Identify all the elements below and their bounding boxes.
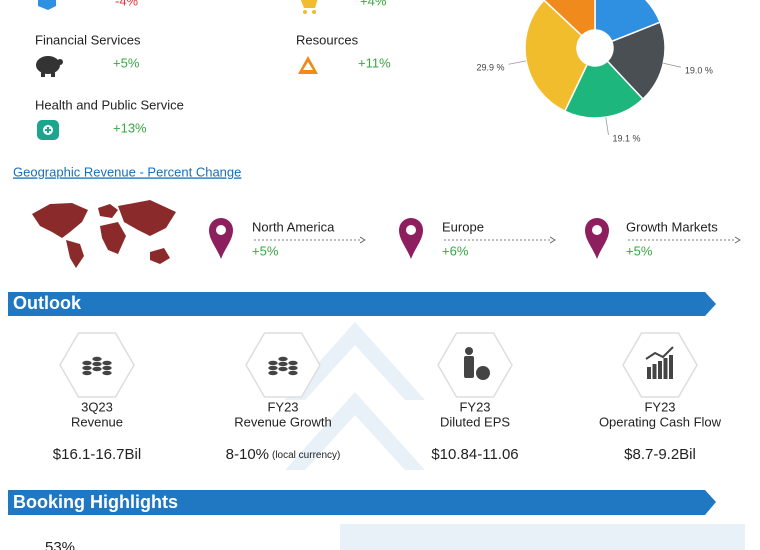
outlook-value-main: 8-10% [226, 446, 269, 463]
industry-name: Health and Public Service [35, 97, 184, 112]
regions: North America +5% Europe +6% Growth Markets +… [209, 218, 741, 259]
industry-change: +13% [113, 120, 147, 135]
coin-icon [91, 361, 103, 367]
banner [8, 490, 716, 515]
industry-name: Resources [296, 32, 359, 47]
banner [8, 292, 716, 316]
coin-icon [101, 370, 113, 376]
coin-icon [277, 361, 289, 367]
coin-icon [287, 360, 299, 366]
pie-label: 19.1 % [612, 133, 640, 143]
pin [399, 218, 423, 259]
person-icon [465, 347, 473, 355]
pie-slice [594, 0, 662, 43]
leader-line [663, 62, 681, 68]
pin-hole [216, 225, 226, 235]
coin-icon [101, 360, 113, 366]
region-name: North America [252, 219, 335, 234]
coin-icon [277, 366, 289, 372]
outlook-period: FY23 [267, 399, 298, 414]
industry-name: Financial Services [35, 32, 141, 47]
arrow-head [549, 236, 556, 244]
coin-icon [81, 370, 93, 376]
coin-icon [267, 365, 279, 371]
leader-line [508, 60, 527, 65]
leader-line [605, 117, 609, 136]
watermark [285, 322, 425, 470]
pie-slice [524, 0, 589, 113]
pie-label: 19.0 % [685, 66, 713, 76]
coin-icon [287, 370, 299, 376]
arrow-head [734, 236, 741, 244]
trend-icon [645, 346, 674, 360]
region-name: Europe [442, 219, 484, 234]
outlook-metric: Revenue Growth [234, 414, 332, 429]
industry-icons [36, 0, 318, 140]
outlook-period: FY23 [459, 399, 490, 414]
revenue-pie: 19.0 % 19.1 % 29.9 % [476, 0, 713, 143]
industry-change: +11% [358, 55, 391, 70]
coin-icon [91, 356, 103, 362]
industry-change: -4% [115, 0, 139, 8]
coin-icon [81, 365, 93, 371]
bar-icon [669, 355, 673, 379]
pie-label: 29.9 % [476, 63, 504, 73]
pie-slice [606, 21, 666, 101]
pin-hole [406, 225, 416, 235]
coin-icon [101, 365, 113, 371]
outlook-value: $16.1-16.7Bil [53, 446, 141, 463]
bar-icon [652, 364, 657, 379]
banner-title: Booking Highlights [13, 492, 178, 512]
coin-icon [267, 360, 279, 366]
booking-panel [340, 524, 745, 550]
coin-icon [277, 356, 289, 362]
outlook-note: (local currency) [272, 450, 340, 461]
coin-icon [287, 365, 299, 371]
coin-icon [81, 360, 93, 366]
region-name: Growth Markets [626, 219, 718, 234]
outlook-value: $8.7-9.2Bil [624, 446, 696, 463]
person-icon [464, 356, 474, 378]
bar-icon [658, 361, 662, 379]
pin [585, 218, 609, 259]
outlook-metric: Diluted EPS [440, 414, 510, 429]
dollar-icon [476, 366, 490, 380]
pin [209, 218, 233, 259]
industry-change: +5% [113, 55, 140, 70]
pin-hole [592, 225, 602, 235]
industry-change: +4% [360, 0, 387, 8]
outlook-value: 8-10% (local currency) [226, 446, 341, 463]
outlook-metric: Revenue [71, 414, 123, 429]
outlook-value: $10.84-11.06 [431, 446, 518, 463]
coin-icon [267, 370, 279, 376]
banner-title: Outlook [13, 293, 82, 313]
region-change: +5% [252, 243, 279, 258]
region-change: +5% [626, 243, 653, 258]
bar-icon [663, 358, 668, 379]
world-map [32, 200, 176, 268]
section-heading: Geographic Revenue - Percent Change [13, 164, 241, 179]
region-change: +6% [442, 243, 469, 258]
outlook-metric: Operating Cash Flow [599, 414, 722, 429]
coin-icon [91, 366, 103, 372]
pie-slice [542, 0, 596, 37]
pie-slice [563, 60, 644, 119]
booking-value: 53% [45, 539, 75, 550]
arrow-head [359, 236, 366, 244]
hexagon [437, 332, 513, 398]
outlook-period: FY23 [644, 399, 675, 414]
bar-icon [647, 367, 651, 379]
outlook-period: 3Q23 [81, 399, 113, 414]
